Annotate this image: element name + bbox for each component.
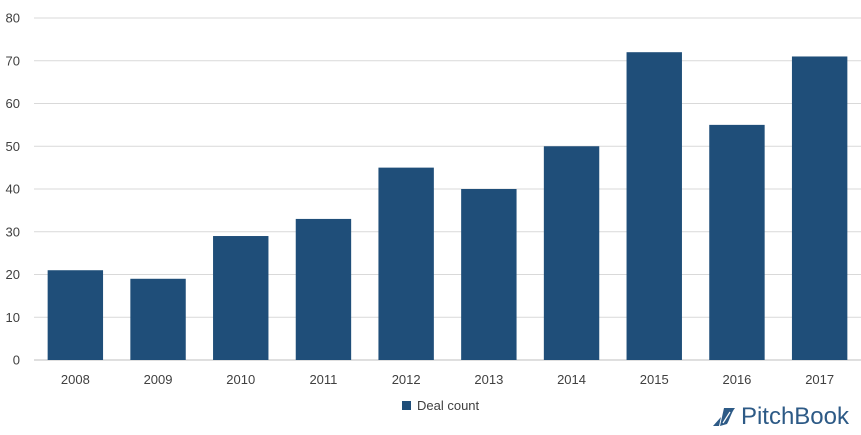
x-tick-label: 2010	[226, 372, 255, 387]
bar	[295, 218, 352, 360]
y-tick-label: 10	[6, 310, 20, 325]
brand-name: PitchBook	[740, 403, 849, 430]
bar	[791, 56, 848, 360]
x-tick-label: 2015	[640, 372, 669, 387]
bars	[47, 52, 848, 360]
bar	[461, 189, 517, 360]
bar	[47, 270, 104, 360]
y-tick-label: 70	[6, 53, 20, 68]
x-tick-label: 2009	[144, 372, 173, 387]
x-axis: 2008 2009 2010 2011 2012 2013 2014 2015 2016 2017	[61, 372, 834, 387]
bar	[378, 167, 434, 360]
y-tick-label: 0	[13, 353, 20, 368]
x-tick-label: 2011	[309, 372, 337, 387]
y-tick-label: 80	[6, 11, 20, 26]
y-tick-label: 60	[6, 96, 20, 111]
y-tick-label: 40	[6, 182, 20, 197]
pitchbook-logo-icon	[712, 408, 735, 426]
legend: Deal count	[402, 398, 479, 413]
y-tick-label: 50	[6, 139, 20, 154]
bar	[543, 146, 600, 360]
y-tick-label: 30	[6, 224, 20, 239]
bar	[130, 278, 186, 360]
brand-logo: PitchBook	[711, 403, 849, 431]
x-tick-label: 2017	[805, 372, 834, 387]
x-tick-label: 2008	[61, 372, 90, 387]
x-tick-label: 2016	[722, 372, 751, 387]
legend-label: Deal count	[417, 398, 480, 413]
y-tick-label: 20	[6, 267, 20, 282]
bar	[709, 124, 765, 360]
bar	[626, 52, 682, 360]
x-tick-label: 2014	[557, 372, 586, 387]
y-axis: 0 10 20 30 40 50 60 70 80	[6, 11, 20, 368]
x-tick-label: 2012	[392, 372, 421, 387]
x-tick-label: 2013	[474, 372, 503, 387]
legend-swatch-icon	[402, 401, 411, 410]
bar	[213, 236, 269, 360]
